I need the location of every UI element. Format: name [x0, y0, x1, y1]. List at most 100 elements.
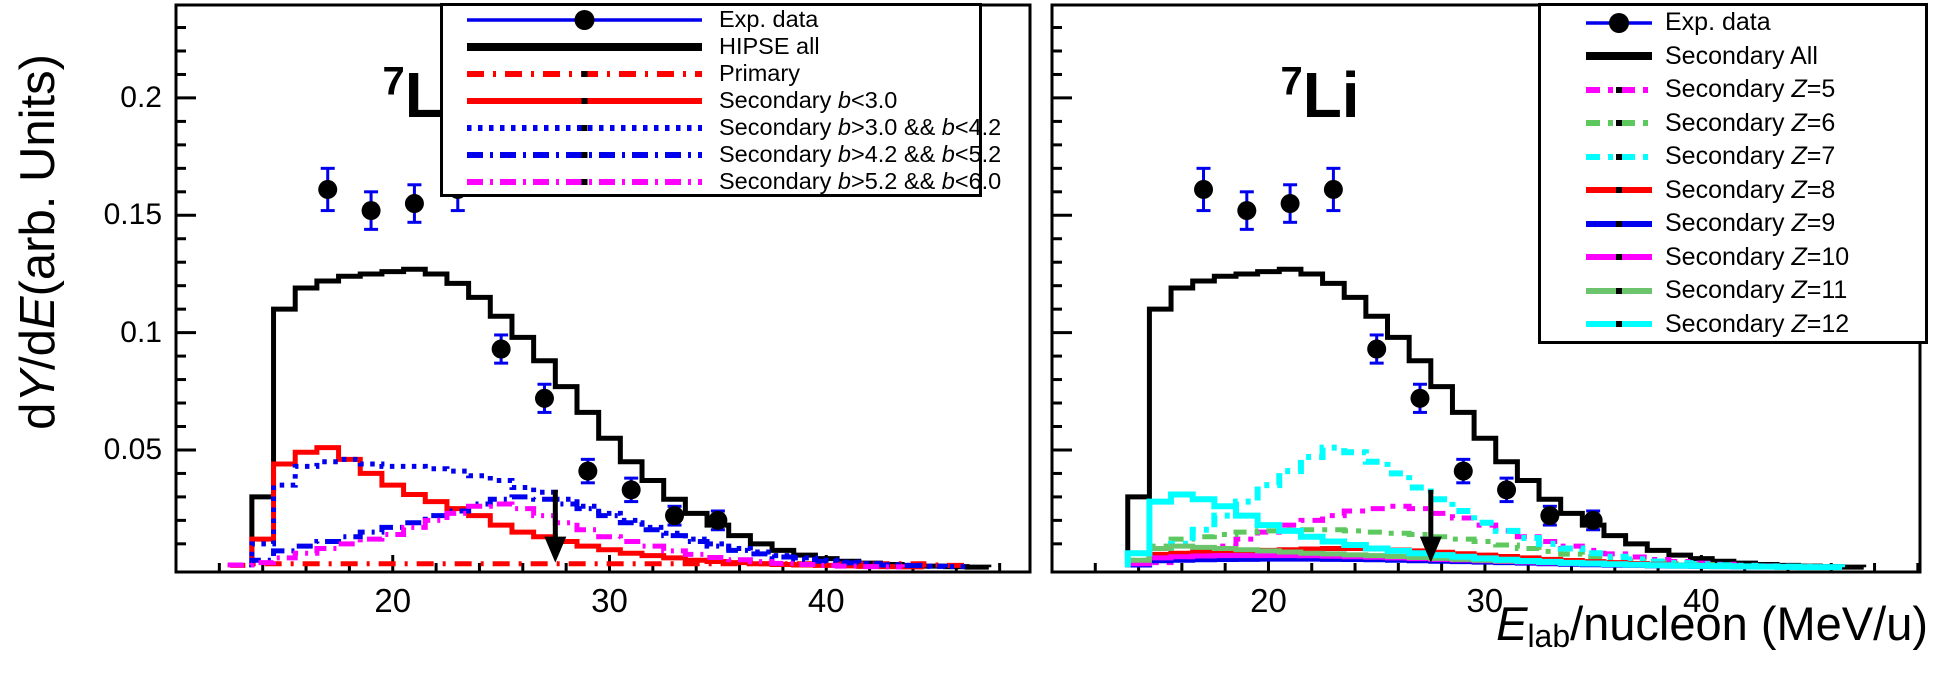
- legend-item-label: HIPSE all: [719, 33, 820, 59]
- legend-item-label: Secondary b<3.0: [719, 87, 898, 113]
- legend-item-label: Secondary Z=12: [1665, 309, 1850, 338]
- legend-line-sample-icon: [1586, 254, 1652, 261]
- x-axis-title-part: lab: [1527, 618, 1571, 655]
- panel-right: [1050, 3, 1922, 574]
- legend-item-secondary-all: Secondary All: [1541, 42, 1925, 71]
- axis-ticks-right: [1050, 26, 1920, 572]
- x-tick-label-right-40: 40: [1683, 582, 1720, 619]
- legend-item-secondary-b-4-2-b-5-2: Secondary b>4.2 && b<5.2: [443, 141, 1001, 168]
- exp-data-marker: [1497, 480, 1517, 500]
- exp-data-marker: [361, 201, 381, 221]
- exp-data-marker: [318, 179, 338, 199]
- x-tick-label-left-30: 30: [591, 582, 628, 619]
- legend-item-label: Secondary Z=7: [1665, 142, 1836, 171]
- legend-item-primary: Primary: [443, 60, 979, 87]
- y-tick-label-0.2: 0.2: [120, 80, 162, 114]
- series-secondary-b-4-2-b-5-2-left: [249, 494, 948, 569]
- legend-item-label: Secondary Z=10: [1665, 242, 1850, 271]
- legend-item-label: Secondary b>5.2 && b<6.0: [719, 168, 1002, 194]
- x-axis-title: Elab/nucleon (MeV/u): [1496, 596, 1928, 655]
- legend-item-label: Secondary Z=11: [1665, 276, 1848, 305]
- legend-item-secondary-b-5-2-b-6-0: Secondary b>5.2 && b<6.0: [443, 168, 1001, 195]
- y-axis-title-part: Y: [11, 369, 65, 403]
- exp-data-marker: [491, 339, 511, 359]
- panel-left: [174, 3, 1032, 574]
- legend-item-hipse-all: HIPSE all: [443, 33, 979, 60]
- legend-item-secondary-b-3-0: Secondary b<3.0: [443, 87, 979, 114]
- panel-title-right: 7Li: [1220, 58, 1420, 132]
- exp-data-marker: [665, 506, 685, 526]
- legend-item-secondary-z-8: Secondary Z=8: [1541, 176, 1925, 205]
- x-tick-label-right-20: 20: [1250, 582, 1287, 619]
- exp-data-marker: [1194, 179, 1214, 199]
- legend-item-label: Exp. data: [1665, 8, 1771, 37]
- legend-item-secondary-z-12: Secondary Z=12: [1541, 310, 1925, 339]
- series-primary-left: [227, 561, 970, 568]
- series-secondary-b-3-0-b-4-2-left: [249, 456, 970, 570]
- legend-item-secondary-b-3-0-b-4-2: Secondary b>3.0 && b<4.2: [443, 114, 1001, 141]
- panel-title-left-superscript: 7: [382, 59, 405, 104]
- arrow-annotation-left: [544, 489, 567, 563]
- y-axis-title-part: d: [11, 402, 65, 430]
- legend-line-sample-icon: [1586, 187, 1652, 194]
- exp-data-marker: [1540, 506, 1560, 526]
- legend-line-sample-icon: [467, 70, 702, 77]
- legend-line-sample-icon: [467, 178, 702, 185]
- exp-data-marker: [1367, 339, 1387, 359]
- exp-data-sample-icon: [1586, 12, 1652, 33]
- panel-title-right-superscript: 7: [1280, 59, 1303, 104]
- legend-item-secondary-z-9: Secondary Z=9: [1541, 209, 1925, 238]
- exp-data-sample-icon: [467, 9, 702, 30]
- legend-item-label: Secondary b>4.2 && b<5.2: [719, 141, 1002, 167]
- y-tick-label-0.15: 0.15: [103, 198, 162, 232]
- legend-item-label: Secondary Z=5: [1665, 75, 1836, 104]
- exp-data-marker: [404, 194, 424, 214]
- legend-item-secondary-z-11: Secondary Z=11: [1541, 276, 1925, 305]
- legend-line-sample-icon: [467, 124, 702, 131]
- legend-line-sample-icon: [467, 151, 702, 158]
- legend-line-sample-icon: [1586, 52, 1652, 61]
- legend-item-secondary-z-7: Secondary Z=7: [1541, 142, 1925, 171]
- y-tick-label-0.1: 0.1: [120, 315, 162, 349]
- series-secondary-all-right: [1125, 266, 1867, 570]
- y-tick-label-0.05: 0.05: [103, 432, 162, 466]
- legend-item-label: Secondary Z=9: [1665, 209, 1836, 238]
- exp-data-marker: [1583, 510, 1603, 530]
- series-secondary-b-5-2-b-6-0-left: [227, 501, 905, 570]
- legend-line-sample-icon: [1586, 86, 1652, 93]
- exp-data-marker: [708, 510, 728, 530]
- exp-data-marker: [534, 388, 554, 408]
- exp-data-marker: [1410, 388, 1430, 408]
- x-tick-label-right-30: 30: [1466, 582, 1504, 619]
- legend-item-secondary-z-5: Secondary Z=5: [1541, 75, 1925, 104]
- x-axis-title-part: /nucleon (MeV/u): [1570, 597, 1928, 650]
- legend-item-label: Secondary Z=8: [1665, 175, 1836, 204]
- legend-item-label: Secondary Z=6: [1665, 108, 1836, 137]
- legend-line-sample-icon: [1586, 153, 1652, 160]
- series-hipse-all-left: [249, 266, 992, 570]
- legend-line-sample-icon: [1586, 220, 1652, 227]
- exp-data-marker: [621, 480, 641, 500]
- panel-title-right-text: Li: [1302, 59, 1360, 131]
- series-secondary-z-12-right: [1124, 491, 1846, 571]
- exp-data-marker: [1453, 461, 1473, 481]
- legend-item-label: Exp. data: [719, 6, 819, 32]
- legend-item-label: Primary: [719, 60, 800, 86]
- x-axis-title-part: E: [1496, 597, 1528, 650]
- legend-item-label: Secondary b>3.0 && b<4.2: [719, 114, 1002, 140]
- x-tick-label-left-20: 20: [374, 582, 412, 619]
- legend-line-sample-icon: [1586, 321, 1652, 328]
- exp-data-points-right: [1194, 166, 1603, 532]
- series-secondary-z-7-right: [1146, 444, 1824, 570]
- axis-ticks-left: [174, 26, 1002, 572]
- exp-data-marker: [1237, 201, 1257, 221]
- legend-item-secondary-z-10: Secondary Z=10: [1541, 243, 1925, 272]
- arrow-annotation-right: [1419, 489, 1442, 563]
- legend-line-sample-icon: [467, 42, 702, 51]
- legend-right: Exp. data Secondary All Secondary Z=5 Secon…: [1538, 3, 1928, 344]
- legend-line-sample-icon: [1586, 287, 1652, 294]
- exp-data-marker: [578, 461, 598, 481]
- legend-line-sample-icon: [1586, 120, 1652, 127]
- legend-item-label: Secondary All: [1665, 41, 1818, 70]
